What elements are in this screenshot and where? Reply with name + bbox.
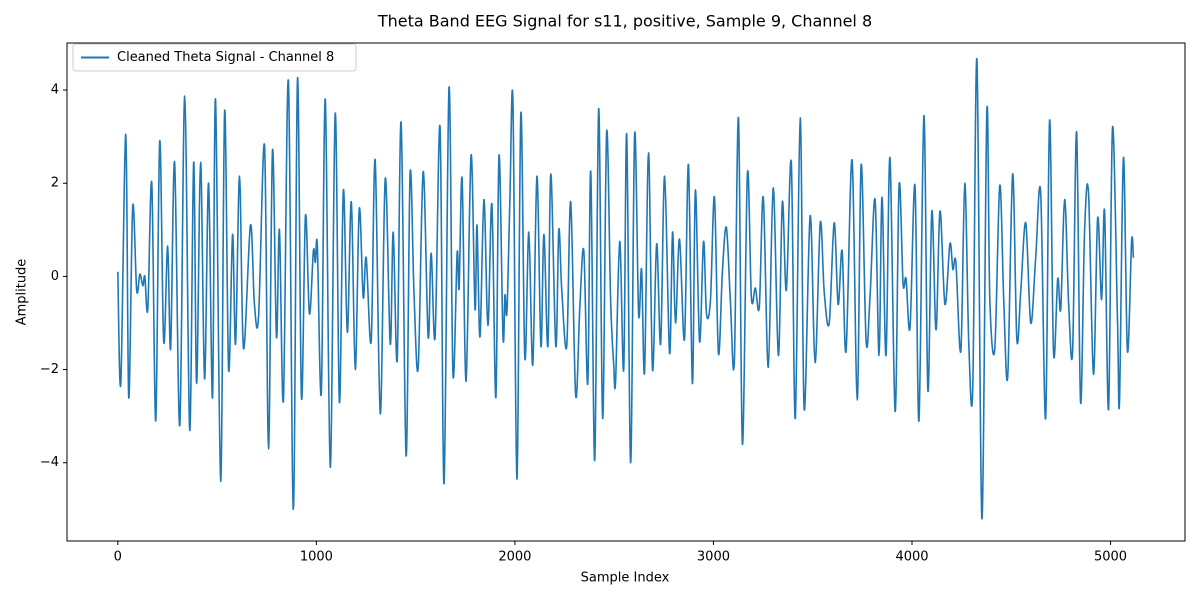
legend-label: Cleaned Theta Signal - Channel 8 (117, 50, 334, 65)
y-tick-label: −4 (40, 455, 59, 470)
x-tick-label: 2000 (498, 550, 531, 565)
x-tick-label: 1000 (300, 550, 333, 565)
x-axis-label: Sample Index (581, 571, 670, 586)
y-axis-label: Amplitude (15, 259, 30, 326)
plot-frame (66, 42, 1186, 542)
x-tick-label: 4000 (895, 550, 928, 565)
legend-box (72, 43, 357, 72)
y-tick-label: 2 (51, 176, 59, 191)
y-tick-label: 4 (51, 83, 59, 98)
x-tick-label: 0 (114, 550, 122, 565)
y-tick-label: −2 (40, 362, 59, 377)
chart-title: Theta Band EEG Signal for s11, positive,… (377, 12, 872, 31)
x-tick-label: 3000 (697, 550, 730, 565)
x-tick-label: 5000 (1094, 550, 1127, 565)
y-tick-label: 0 (51, 269, 59, 284)
signal-line (117, 58, 1135, 520)
